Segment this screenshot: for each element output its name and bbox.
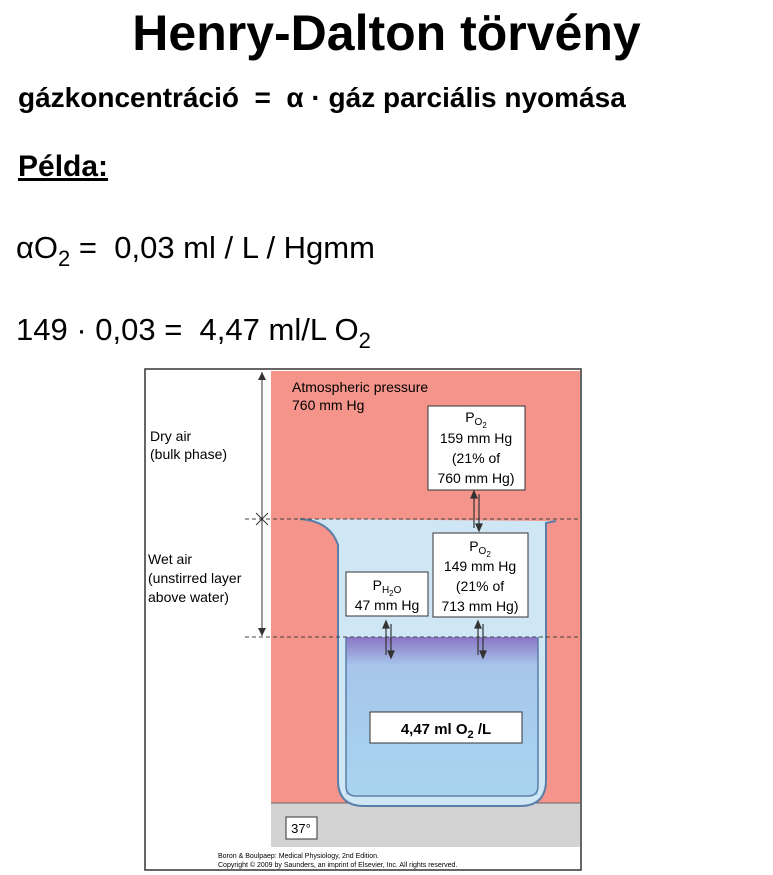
temperature-badge: 37° (285, 816, 318, 840)
dry-air-label: Dry air (bulk phase) (150, 428, 227, 462)
svg-text:PO2: PO2 (465, 409, 487, 430)
calculation-subscript: 2 (358, 328, 371, 353)
page-title: Henry-Dalton törvény (132, 5, 641, 61)
svg-text:(21% of: (21% of (452, 450, 500, 466)
atmospheric-pressure-label: Atmospheric pressure 760 mm Hg (292, 379, 428, 413)
po2-dry-air-box: PO2 159 mm Hg (21% of 760 mm Hg) (427, 405, 526, 491)
wet-air-label: Wet air (unstirred layer above water) (148, 551, 242, 605)
alpha-value: = 0,03 ml / L / Hgmm (70, 230, 375, 265)
calculation-text: 149 · 0,03 = 4,47 ml/L O (16, 312, 359, 347)
svg-text:149 mm Hg: 149 mm Hg (444, 558, 516, 574)
example-heading: Példa: (18, 150, 109, 183)
alpha-o2-line: αO2 = 0,03 ml / L / Hgmm (16, 228, 375, 271)
svg-text:159 mm Hg: 159 mm Hg (440, 430, 512, 446)
svg-text:PH2O: PH2O (373, 577, 402, 598)
svg-text:(21% of: (21% of (456, 578, 504, 594)
figure-credit-1: Boron & Boulpaep: Medical Physiology, 2n… (218, 853, 379, 860)
base-shelf (271, 803, 580, 847)
alpha-prefix: αO (16, 230, 59, 265)
po2-wet-air-box: PO2 149 mm Hg (21% of 713 mm Hg) (432, 532, 529, 618)
svg-text:713 mm Hg): 713 mm Hg) (441, 598, 518, 614)
svg-text:PO2: PO2 (469, 538, 491, 559)
svg-text:4,47 ml O2 /L: 4,47 ml O2 /L (401, 721, 491, 741)
svg-text:760 mm Hg): 760 mm Hg) (437, 470, 514, 486)
svg-text:37°: 37° (291, 821, 311, 836)
exchange-arrow-po2 (474, 619, 487, 660)
alpha-subscript: 2 (58, 246, 71, 271)
henry-formula: gázkoncentráció = α · gáz parciális nyom… (18, 82, 626, 113)
exchange-arrow-top (470, 489, 483, 533)
dissolved-o2-box: 4,47 ml O2 /L (369, 711, 523, 744)
calculation-line: 149 · 0,03 = 4,47 ml/L O2 (16, 310, 371, 353)
svg-text:47 mm Hg: 47 mm Hg (355, 597, 420, 613)
ph2o-box: PH2O 47 mm Hg (345, 571, 429, 617)
exchange-arrow-h2o (382, 619, 395, 660)
figure-credit-2: Copyright © 2009 by Saunders, an imprint… (218, 861, 457, 869)
